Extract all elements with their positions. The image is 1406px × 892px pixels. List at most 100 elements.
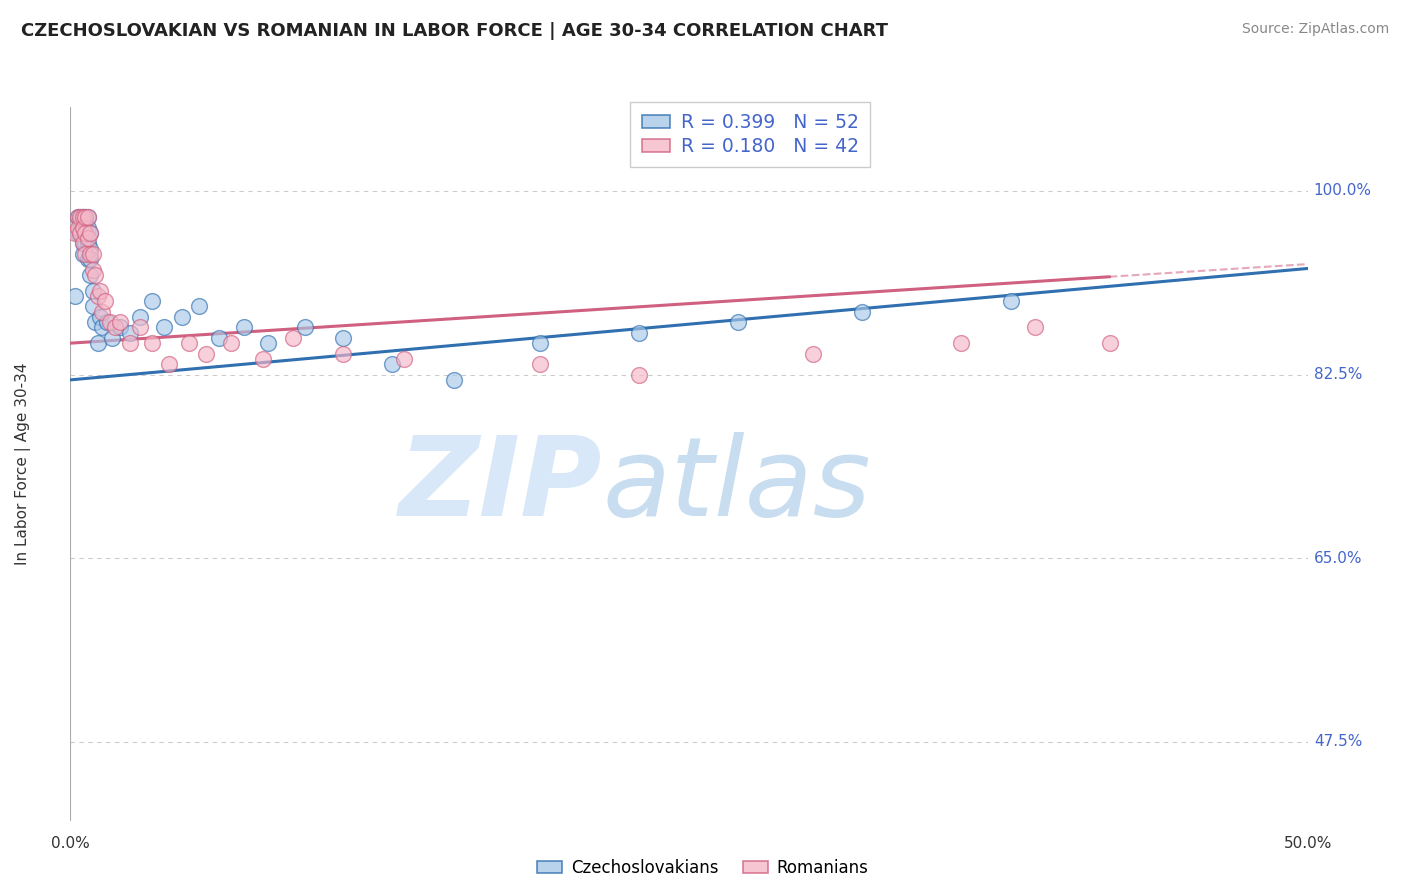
Point: [628, 368, 651, 382]
Point: [79, 226, 101, 240]
Point: [89, 310, 111, 324]
Point: [128, 310, 150, 324]
Point: [208, 331, 231, 345]
Point: [65, 226, 87, 240]
Point: [75, 211, 97, 225]
Text: 47.5%: 47.5%: [1313, 734, 1362, 749]
Point: [950, 336, 973, 351]
Point: [281, 331, 304, 345]
Point: [332, 346, 354, 360]
Point: [72, 211, 94, 225]
Point: [801, 346, 824, 360]
Point: [66, 211, 89, 225]
Point: [76, 211, 98, 225]
Point: [72, 211, 94, 225]
Text: ZIP: ZIP: [399, 432, 602, 539]
Text: 65.0%: 65.0%: [1313, 550, 1362, 566]
Text: CZECHOSLOVAKIAN VS ROMANIAN IN LABOR FORCE | AGE 30-34 CORRELATION CHART: CZECHOSLOVAKIAN VS ROMANIAN IN LABOR FOR…: [21, 22, 889, 40]
Point: [141, 336, 163, 351]
Point: [82, 300, 104, 314]
Legend: Czechoslovakians, Romanians: Czechoslovakians, Romanians: [531, 853, 875, 884]
Point: [72, 236, 94, 251]
Point: [1098, 336, 1121, 351]
Text: 82.5%: 82.5%: [1313, 368, 1362, 382]
Point: [104, 320, 127, 334]
Text: atlas: atlas: [602, 432, 870, 539]
Point: [69, 226, 91, 240]
Point: [529, 357, 551, 371]
Point: [381, 357, 404, 371]
Point: [1024, 320, 1046, 334]
Point: [79, 268, 101, 282]
Point: [332, 331, 354, 345]
Point: [72, 220, 94, 235]
Point: [394, 351, 416, 366]
Point: [96, 315, 118, 329]
Point: [157, 357, 180, 371]
Point: [79, 247, 101, 261]
Point: [118, 326, 141, 340]
Point: [75, 236, 97, 251]
Point: [101, 331, 124, 345]
Point: [69, 211, 91, 225]
Point: [1000, 294, 1022, 309]
Point: [851, 304, 873, 318]
Point: [118, 336, 141, 351]
Point: [252, 351, 274, 366]
Point: [91, 304, 114, 318]
Point: [443, 373, 465, 387]
Point: [76, 252, 98, 267]
Point: [94, 294, 117, 309]
Point: [84, 268, 107, 282]
Point: [69, 211, 91, 225]
Point: [294, 320, 316, 334]
Point: [86, 289, 108, 303]
Point: [628, 326, 651, 340]
Text: In Labor Force | Age 30-34: In Labor Force | Age 30-34: [15, 362, 31, 566]
Point: [188, 300, 211, 314]
Point: [72, 220, 94, 235]
Point: [529, 336, 551, 351]
Point: [72, 211, 94, 225]
Point: [66, 220, 89, 235]
Point: [108, 320, 131, 334]
Point: [128, 320, 150, 334]
Point: [69, 226, 91, 240]
Point: [219, 336, 242, 351]
Point: [75, 211, 97, 225]
Point: [141, 294, 163, 309]
Point: [195, 346, 218, 360]
Point: [98, 315, 121, 329]
Point: [91, 320, 114, 334]
Point: [108, 315, 131, 329]
Point: [257, 336, 280, 351]
Point: [69, 215, 91, 229]
Point: [177, 336, 200, 351]
Point: [75, 226, 97, 240]
Point: [84, 315, 107, 329]
Point: [72, 247, 94, 261]
Text: 0.0%: 0.0%: [51, 837, 90, 851]
Point: [82, 284, 104, 298]
Point: [89, 284, 111, 298]
Point: [79, 226, 101, 240]
Point: [86, 336, 108, 351]
Point: [66, 211, 89, 225]
Point: [79, 252, 101, 267]
Point: [76, 231, 98, 245]
Legend: R = 0.399   N = 52, R = 0.180   N = 42: R = 0.399 N = 52, R = 0.180 N = 42: [630, 103, 870, 168]
Point: [76, 211, 98, 225]
Point: [82, 262, 104, 277]
Point: [232, 320, 254, 334]
Point: [82, 247, 104, 261]
Text: 50.0%: 50.0%: [1284, 837, 1331, 851]
Point: [66, 226, 89, 240]
Point: [75, 215, 97, 229]
Point: [65, 289, 87, 303]
Point: [75, 226, 97, 240]
Point: [79, 242, 101, 256]
Point: [153, 320, 176, 334]
Point: [76, 236, 98, 251]
Point: [76, 220, 98, 235]
Point: [72, 236, 94, 251]
